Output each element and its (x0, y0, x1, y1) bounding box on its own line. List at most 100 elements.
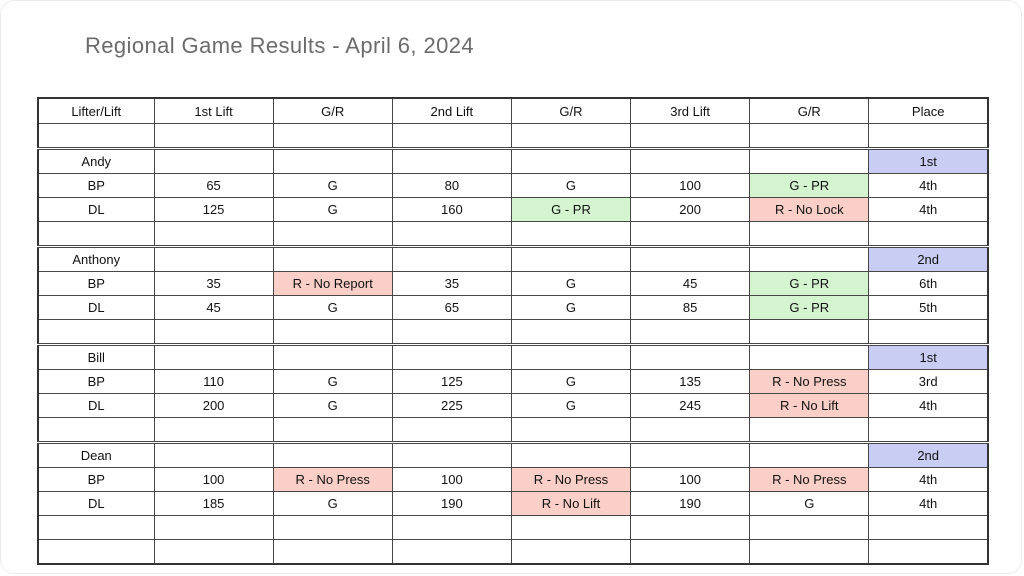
table-cell: G (272, 197, 393, 222)
table-cell: G - PR (749, 173, 870, 198)
table-cell (868, 319, 989, 345)
table-cell: BP (37, 369, 155, 394)
attempt-row: DL 200 G 225 G 245 R - No Lift 4th (37, 393, 989, 418)
table-cell: R - No Report (272, 271, 393, 296)
spacer-row (37, 515, 989, 540)
table-cell: G (272, 393, 393, 418)
table-cell (510, 343, 632, 370)
lifter-summary-row: Andy 1st (37, 147, 989, 174)
table-cell (272, 147, 393, 174)
table-cell (868, 123, 989, 149)
table-cell (272, 123, 393, 149)
table-cell: 225 (391, 393, 512, 418)
table-cell: G - PR (510, 197, 632, 222)
table-cell (749, 417, 870, 443)
table-cell (510, 441, 632, 468)
table-cell: BP (37, 173, 155, 198)
table-cell: DL (37, 197, 155, 222)
table-cell (37, 417, 155, 443)
table-cell: 1st (868, 343, 989, 370)
table-cell (153, 319, 274, 345)
table-cell (153, 515, 274, 540)
table-cell: 4th (868, 491, 989, 516)
table-cell (37, 539, 155, 565)
table-cell: DL (37, 295, 155, 320)
table-cell (153, 123, 274, 149)
table-cell (510, 539, 632, 565)
table-cell: 4th (868, 393, 989, 418)
table-cell: Bill (37, 343, 155, 370)
table-cell (630, 417, 751, 443)
table-cell: 35 (391, 271, 512, 296)
table-cell: 100 (153, 467, 274, 492)
table-cell: R - No Press (749, 369, 870, 394)
lifter-summary-row: Bill 1st (37, 343, 989, 370)
table-cell: 5th (868, 295, 989, 320)
table-cell (272, 515, 393, 540)
table-cell (630, 147, 751, 174)
table-cell: 4th (868, 173, 989, 198)
table-cell: 2nd (868, 441, 989, 468)
table-cell: 4th (868, 197, 989, 222)
table-cell: 45 (153, 295, 274, 320)
table-cell: R - No Lift (510, 491, 632, 516)
table-cell: 35 (153, 271, 274, 296)
column-header-gr-3: G/R (749, 97, 870, 124)
table-cell: 190 (391, 491, 512, 516)
table-cell (749, 343, 870, 370)
table-cell: 185 (153, 491, 274, 516)
table-cell: 190 (630, 491, 751, 516)
table-cell: G (510, 369, 632, 394)
table-cell (868, 539, 989, 565)
table-cell: 6th (868, 271, 989, 296)
table-cell (868, 417, 989, 443)
table-cell: 3rd (868, 369, 989, 394)
table-cell (630, 539, 751, 565)
table-cell (153, 221, 274, 247)
spacer-row (37, 319, 989, 345)
table-cell (37, 319, 155, 345)
table-cell (37, 515, 155, 540)
table-cell (749, 221, 870, 247)
table-cell: 125 (153, 197, 274, 222)
column-header-1st-lift: 1st Lift (153, 97, 274, 124)
table-cell (510, 515, 632, 540)
table-cell: 100 (630, 467, 751, 492)
table-cell: G - PR (749, 271, 870, 296)
column-header-place: Place (868, 97, 989, 124)
table-cell: 200 (630, 197, 751, 222)
column-header-gr-1: G/R (272, 97, 393, 124)
table-cell (391, 441, 512, 468)
table-cell (272, 417, 393, 443)
table-cell (272, 319, 393, 345)
table-cell (153, 245, 274, 272)
table-cell (510, 221, 632, 247)
table-cell: 200 (153, 393, 274, 418)
table-cell: Anthony (37, 245, 155, 272)
table-cell: R - No Press (510, 467, 632, 492)
table-cell (391, 417, 512, 443)
table-cell: Andy (37, 147, 155, 174)
table-cell (37, 123, 155, 149)
column-header-lifter-lift: Lifter/Lift (37, 97, 155, 124)
table-cell: G (272, 295, 393, 320)
table-cell (391, 123, 512, 149)
column-header-2nd-lift: 2nd Lift (391, 97, 512, 124)
table-cell: 135 (630, 369, 751, 394)
spacer-row (37, 221, 989, 247)
table-cell (272, 343, 393, 370)
table-cell: 65 (153, 173, 274, 198)
table-cell (510, 417, 632, 443)
table-cell: 45 (630, 271, 751, 296)
table-cell: BP (37, 271, 155, 296)
table-cell: 125 (391, 369, 512, 394)
table-cell: G (510, 295, 632, 320)
table-cell: 80 (391, 173, 512, 198)
column-header-gr-2: G/R (510, 97, 632, 124)
table-cell (272, 245, 393, 272)
table-cell (272, 539, 393, 565)
table-cell: G (749, 491, 870, 516)
table-cell (391, 515, 512, 540)
table-cell: 245 (630, 393, 751, 418)
